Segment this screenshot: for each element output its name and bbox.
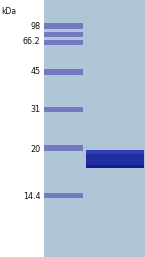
Bar <box>86 150 144 154</box>
Bar <box>86 165 144 168</box>
Bar <box>44 23 83 29</box>
Bar <box>44 107 83 112</box>
Text: 98: 98 <box>30 22 41 32</box>
Text: 31: 31 <box>31 105 41 114</box>
Bar <box>44 69 83 75</box>
Text: 66.2: 66.2 <box>23 36 41 46</box>
Text: kDa: kDa <box>1 7 17 16</box>
Bar <box>44 40 83 45</box>
Bar <box>44 32 83 37</box>
Bar <box>44 193 83 198</box>
Bar <box>86 150 144 168</box>
Bar <box>44 145 83 151</box>
Text: 14.4: 14.4 <box>23 192 41 201</box>
Bar <box>84 0 145 257</box>
Text: 45: 45 <box>30 67 41 77</box>
Bar <box>44 0 145 257</box>
Text: 20: 20 <box>30 144 41 154</box>
